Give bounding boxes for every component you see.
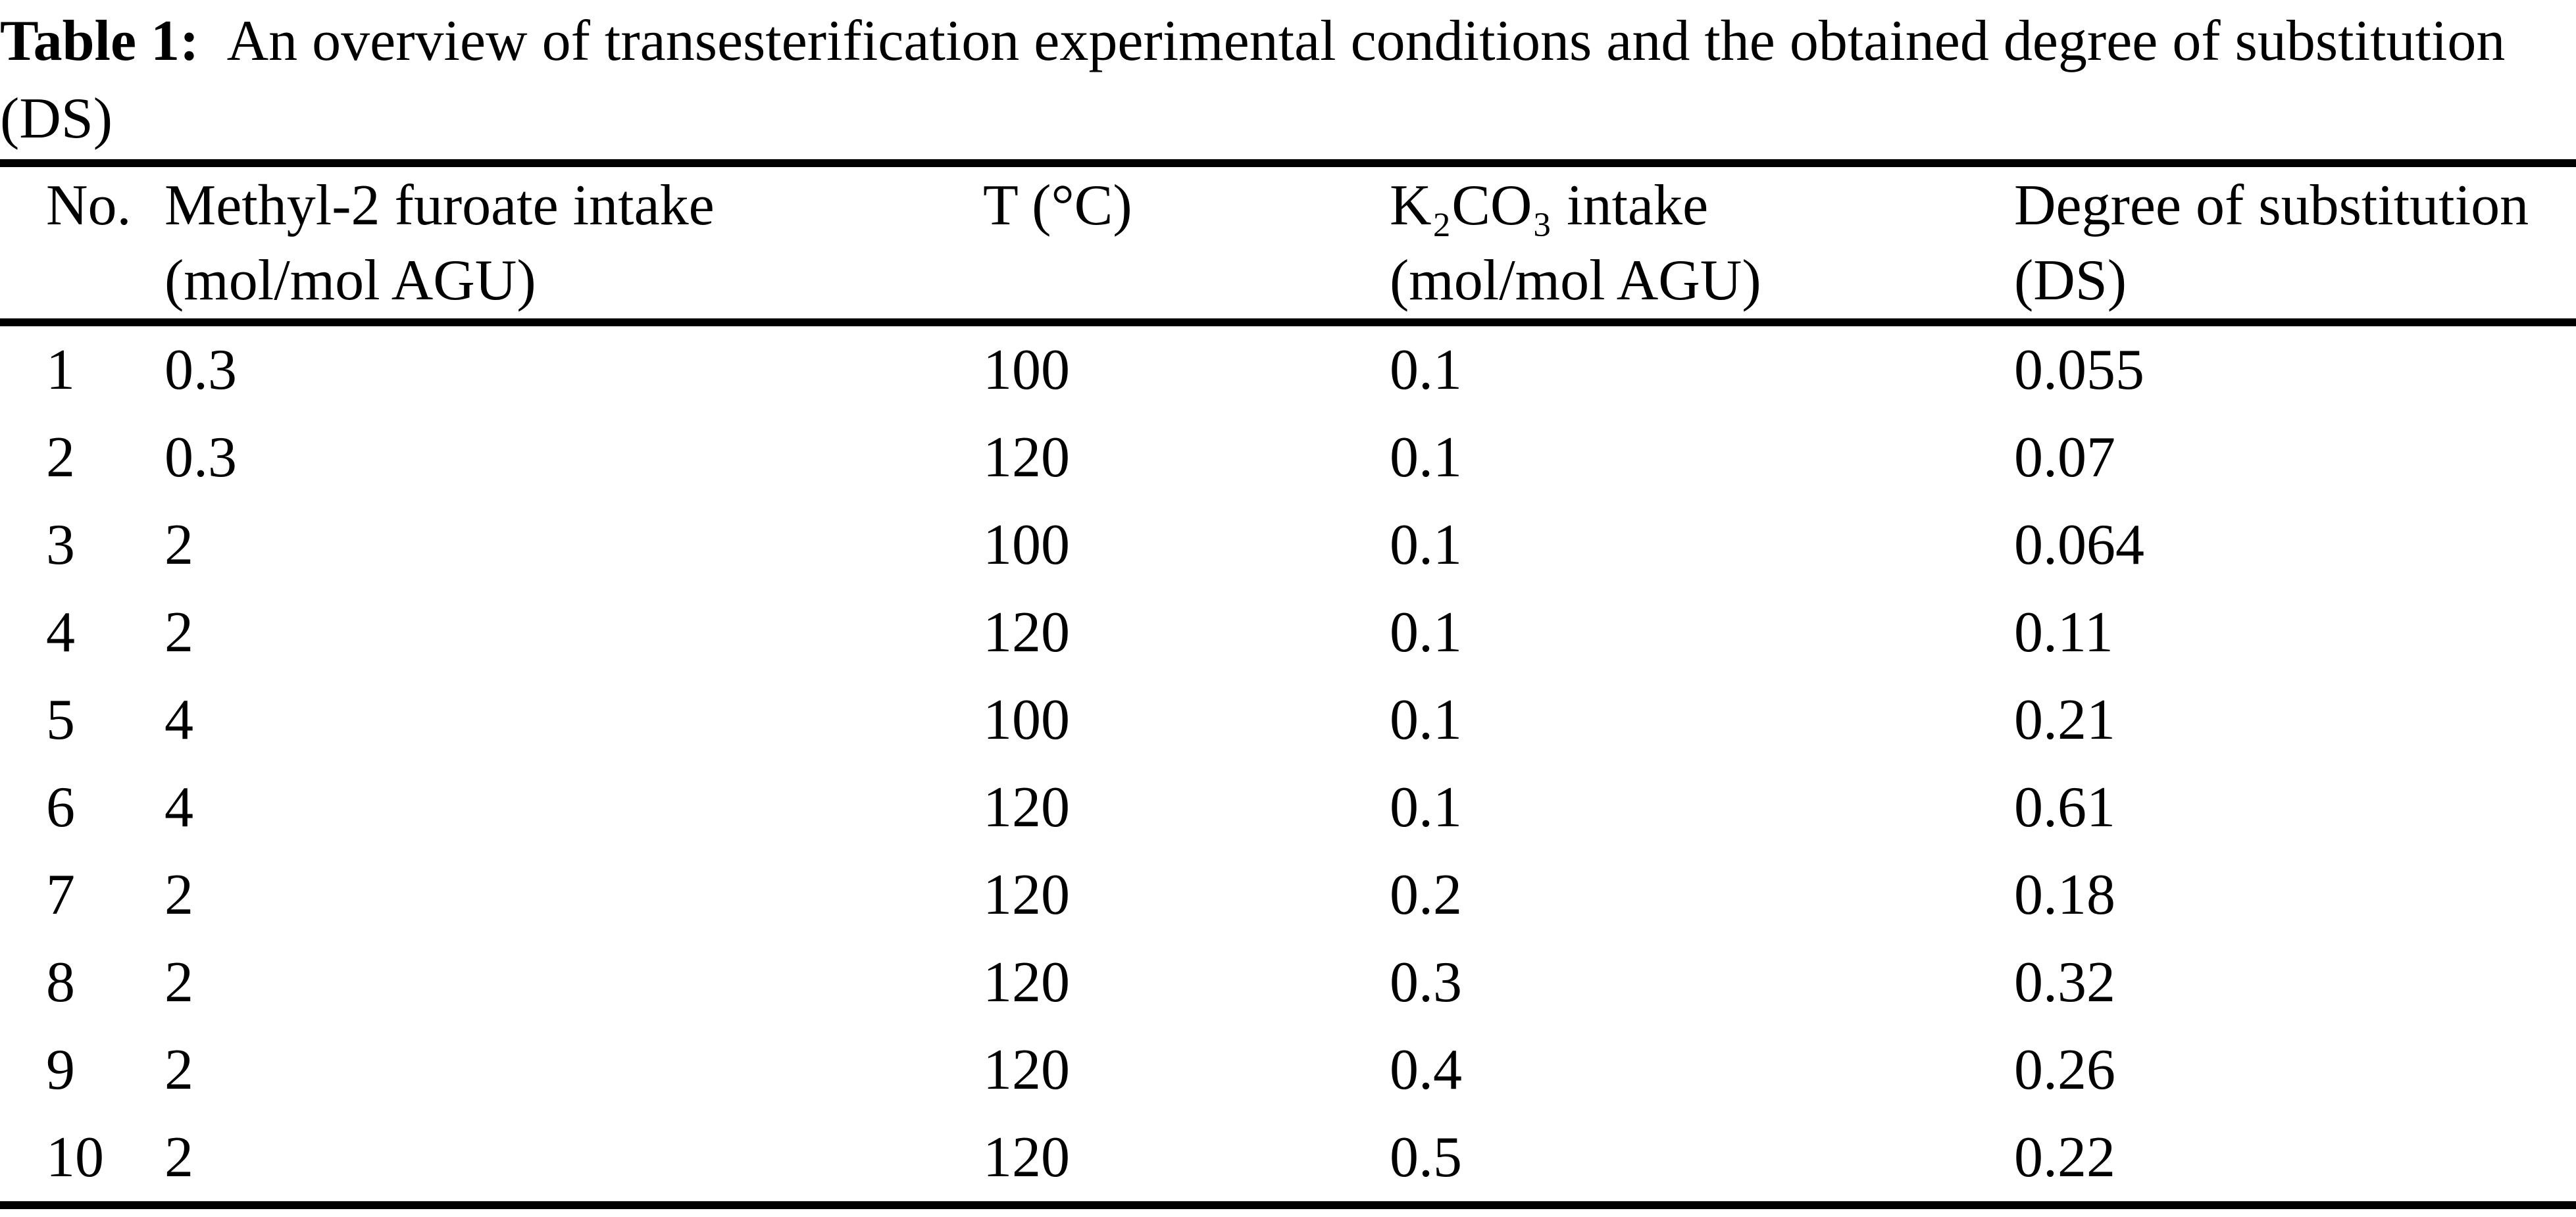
column-header-ds-unit: (DS): [2014, 249, 2127, 312]
cell-temperature: 100: [983, 513, 1070, 577]
cell-no: 5: [46, 688, 75, 752]
cell-no: 1: [46, 338, 75, 402]
column-header-temperature-label: T (°C): [983, 174, 1132, 237]
cell-ds: 0.18: [2014, 863, 2115, 927]
cell-no: 9: [46, 1038, 75, 1102]
cell-temperature: 120: [983, 776, 1070, 839]
cell-k2co3: 0.1: [1390, 601, 1462, 664]
cell-ds: 0.11: [2014, 601, 2113, 664]
table-row-6: 6 4 120 0.1 0.61: [0, 764, 2576, 851]
cell-k2co3: 0.1: [1390, 776, 1462, 839]
cell-ds: 0.055: [2014, 338, 2144, 402]
cell-ds: 0.32: [2014, 951, 2115, 1014]
cell-ds: 0.07: [2014, 426, 2115, 489]
cell-k2co3: 0.1: [1390, 426, 1462, 489]
cell-k2co3: 0.2: [1390, 863, 1462, 927]
cell-k2co3: 0.3: [1390, 951, 1462, 1014]
column-header-k2co3-unit: (mol/mol AGU): [1390, 249, 1761, 312]
column-header-k2co3-intake: K₂CO₃ intake (mol/mol AGU): [1344, 163, 1968, 326]
column-header-no: No.: [0, 163, 132, 326]
cell-methyl-furoate: 2: [164, 1038, 193, 1102]
cell-methyl-furoate: 2: [164, 513, 193, 577]
column-header-temperature: T (°C): [937, 163, 1344, 326]
cell-methyl-furoate: 4: [164, 688, 193, 752]
table-row-7: 7 2 120 0.2 0.18: [0, 851, 2576, 939]
table-row-10: 10 2 120 0.5 0.22: [0, 1114, 2576, 1205]
caption-label: Table 1:: [0, 9, 199, 73]
cell-methyl-furoate: 4: [164, 776, 193, 839]
cell-temperature: 120: [983, 1126, 1070, 1189]
table-row-3: 3 2 100 0.1 0.064: [0, 501, 2576, 589]
cell-k2co3: 0.5: [1390, 1126, 1462, 1189]
cell-k2co3: 0.1: [1390, 338, 1462, 402]
cell-temperature: 100: [983, 338, 1070, 402]
caption-text: An overview of transesterification exper…: [226, 9, 2506, 73]
table-row-8: 8 2 120 0.3 0.32: [0, 939, 2576, 1026]
column-header-methyl-furoate-intake: Methyl-2 furoate intake (mol/mol AGU): [118, 163, 937, 326]
column-header-no-label: No.: [46, 174, 132, 237]
table-row-5: 5 4 100 0.1 0.21: [0, 676, 2576, 764]
header-row: No. Methyl-2 furoate intake (mol/mol AGU…: [0, 163, 2576, 326]
cell-methyl-furoate: 2: [164, 601, 193, 664]
cell-ds: 0.064: [2014, 513, 2144, 577]
cell-ds: 0.61: [2014, 776, 2115, 839]
cell-temperature: 120: [983, 426, 1070, 489]
cell-no: 2: [46, 426, 75, 489]
cell-no: 10: [46, 1126, 104, 1189]
cell-temperature: 100: [983, 688, 1070, 752]
cell-no: 8: [46, 951, 75, 1014]
cell-k2co3: 0.1: [1390, 513, 1462, 577]
cell-no: 4: [46, 601, 75, 664]
column-header-degree-of-substitution: Degree of substitution (DS): [1968, 163, 2576, 326]
table-row-9: 9 2 120 0.4 0.26: [0, 1026, 2576, 1114]
cell-methyl-furoate: 0.3: [164, 426, 237, 489]
column-header-ds-label: Degree of substitution: [2014, 174, 2529, 237]
cell-methyl-furoate: 2: [164, 863, 193, 927]
cell-temperature: 120: [983, 601, 1070, 664]
cell-temperature: 120: [983, 863, 1070, 927]
caption-line-2: (DS): [0, 87, 113, 151]
cell-k2co3: 0.1: [1390, 688, 1462, 752]
cell-temperature: 120: [983, 1038, 1070, 1102]
cell-methyl-furoate: 0.3: [164, 338, 237, 402]
column-header-methyl-furoate-label: Methyl-2 furoate intake: [164, 174, 715, 237]
data-table: No. Methyl-2 furoate intake (mol/mol AGU…: [0, 159, 2576, 1209]
cell-methyl-furoate: 2: [164, 1126, 193, 1189]
column-header-methyl-furoate-unit: (mol/mol AGU): [164, 249, 536, 312]
table-caption: Table 1: An overview of transesterificati…: [0, 0, 2576, 158]
cell-ds: 0.21: [2014, 688, 2115, 752]
cell-k2co3: 0.4: [1390, 1038, 1462, 1102]
table-row-1: 1 0.3 100 0.1 0.055: [0, 322, 2576, 414]
cell-no: 6: [46, 776, 75, 839]
caption-line-1: Table 1: An overview of transesterificati…: [0, 3, 2576, 80]
cell-no: 3: [46, 513, 75, 577]
table-row-4: 4 2 120 0.1 0.11: [0, 589, 2576, 676]
cell-temperature: 120: [983, 951, 1070, 1014]
table-row-2: 2 0.3 120 0.1 0.07: [0, 414, 2576, 501]
cell-ds: 0.22: [2014, 1126, 2115, 1189]
column-header-k2co3-label: K₂CO₃ intake: [1390, 174, 1709, 237]
cell-ds: 0.26: [2014, 1038, 2115, 1102]
cell-methyl-furoate: 2: [164, 951, 193, 1014]
cell-no: 7: [46, 863, 75, 927]
